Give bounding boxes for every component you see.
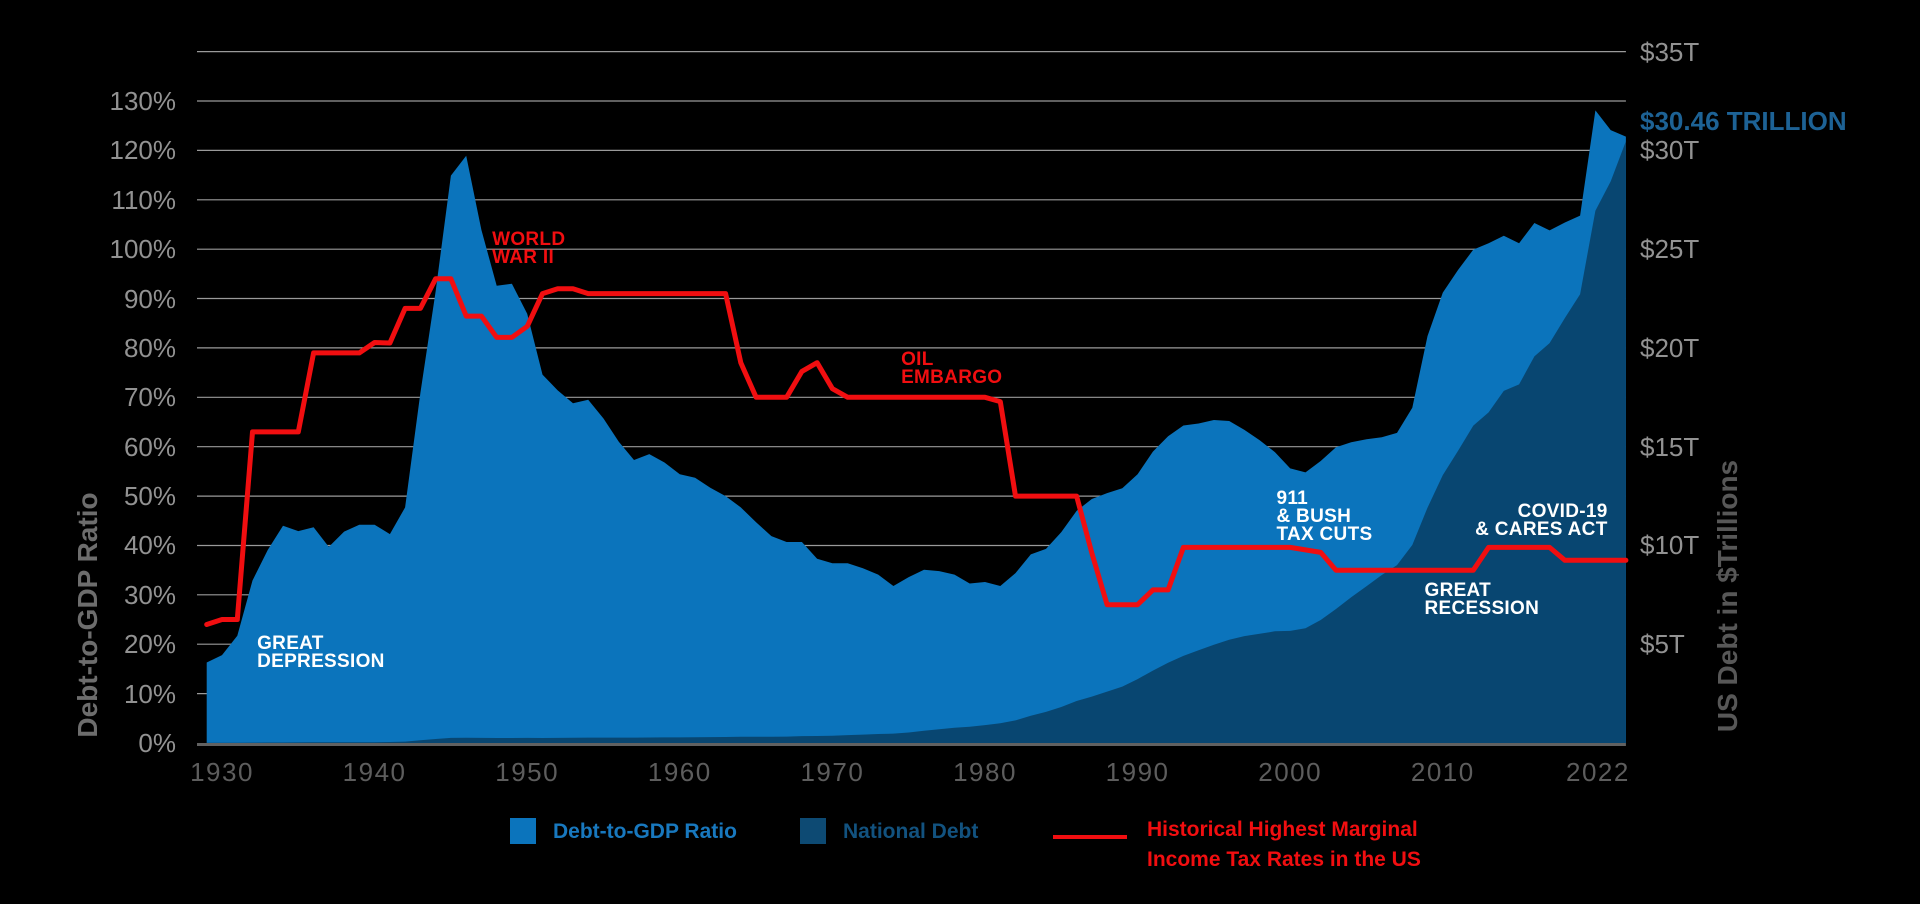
y-right-tick: $20T xyxy=(1640,332,1700,363)
x-tick: 2010 xyxy=(1410,757,1475,787)
y-left-tick: 80% xyxy=(123,332,176,363)
y-left-tick: 110% xyxy=(111,184,176,215)
legend-label-national-debt: National Debt xyxy=(843,820,979,843)
legend-swatch-national-debt xyxy=(800,818,826,844)
x-tick: 1950 xyxy=(495,757,560,787)
x-tick: 1960 xyxy=(647,757,712,787)
x-tick: 2022 xyxy=(1565,757,1630,787)
x-tick: 1930 xyxy=(190,757,254,787)
y-left-tick: 90% xyxy=(123,283,176,314)
legend-swatch-debt-to-gdp xyxy=(510,818,536,844)
y-right-tick: $25T xyxy=(1640,234,1700,265)
total-debt-callout: $30.46 TRILLION xyxy=(1640,106,1847,136)
annotation-oil-embargo: OIL EMBARGO xyxy=(901,348,1003,388)
y-right-tick: $5T xyxy=(1640,629,1685,660)
legend-label-debt-to-gdp: Debt-to-GDP Ratio xyxy=(553,820,737,843)
legend: Debt-to-GDP Ratio National Debt Historic… xyxy=(0,812,1920,892)
annotation-great-recession: GREAT RECESSION xyxy=(1424,580,1540,619)
y-left-tick: 10% xyxy=(123,678,176,709)
x-tick: 1990 xyxy=(1105,757,1170,787)
y-left-tick: 120% xyxy=(109,135,177,166)
y-axis-title-left: Debt-to-GDP Ratio xyxy=(72,492,103,738)
y-right-tick: $30T xyxy=(1640,135,1700,166)
y-left-tick: 20% xyxy=(123,629,176,660)
x-tick: 1940 xyxy=(342,757,407,787)
y-right-tick: $10T xyxy=(1640,530,1700,561)
x-tick: 2000 xyxy=(1258,757,1323,787)
y-left-tick: 30% xyxy=(123,579,176,610)
annotation-world-war-ii: WORLD WAR II xyxy=(492,228,566,268)
annotation-great-depression: GREAT DEPRESSION xyxy=(257,632,385,672)
y-right-tick: $15T xyxy=(1640,431,1700,462)
y-axis-title-right: US Debt in $Trillions xyxy=(1712,459,1743,733)
y-left-tick: 40% xyxy=(123,530,176,561)
tax-rate-line xyxy=(204,276,1629,627)
y-left-tick: 130% xyxy=(109,86,177,116)
y-left-tick: 50% xyxy=(123,481,176,512)
y-left-tick: 60% xyxy=(123,431,176,462)
x-tick: 1980 xyxy=(953,757,1017,787)
annotation-covid-19-cares-act: COVID-19 & CARES ACT xyxy=(1475,500,1608,540)
legend-line-tax-rates xyxy=(1053,835,1127,839)
annotation-911-bush-tax-cuts: 911 & BUSH TAX CUTS xyxy=(1276,488,1373,546)
y-right-tick: $35T xyxy=(1640,36,1700,67)
y-left-tick: 0% xyxy=(138,728,176,758)
national-debt-area xyxy=(206,141,1626,744)
legend-label-tax-rates: Historical Highest Marginal Income Tax R… xyxy=(1147,818,1421,871)
x-tick: 1970 xyxy=(800,757,865,787)
y-left-tick: 100% xyxy=(109,234,177,265)
y-left-tick: 70% xyxy=(123,382,176,413)
debt-to-gdp-area xyxy=(206,110,1626,743)
